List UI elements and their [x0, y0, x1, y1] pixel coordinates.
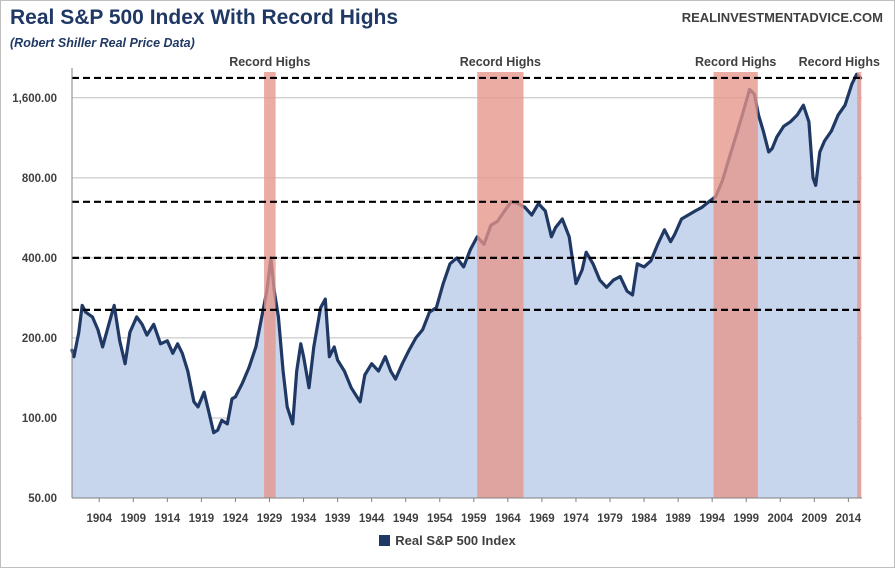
x-tick-label-10: 1954 — [427, 513, 453, 525]
x-tick-label-14: 1974 — [563, 513, 589, 525]
x-tick-label-20: 2004 — [767, 513, 793, 525]
y-tick-label-1: 100.00 — [22, 413, 57, 425]
x-tick-label-12: 1964 — [495, 513, 521, 525]
y-tick-label-4: 800.00 — [22, 173, 57, 185]
x-tick-label-6: 1934 — [291, 513, 317, 525]
record-high-label-3: Record Highs — [799, 55, 880, 69]
chart-title: Real S&P 500 Index With Record Highs — [10, 6, 399, 29]
x-tick-label-13: 1969 — [529, 513, 555, 525]
x-tick-label-22: 2014 — [836, 513, 862, 525]
record-high-label-0: Record Highs — [229, 55, 310, 69]
y-tick-label-5: 1,600.00 — [12, 93, 57, 105]
legend: Real S&P 500 Index — [0, 533, 895, 548]
x-tick-label-21: 2009 — [802, 513, 828, 525]
x-tick-label-7: 1939 — [325, 513, 351, 525]
record-high-label-2: Record Highs — [695, 55, 776, 69]
x-tick-label-15: 1979 — [597, 513, 623, 525]
x-tick-label-17: 1989 — [665, 513, 691, 525]
x-tick-label-11: 1959 — [461, 513, 487, 525]
source-label: REALINVESTMENTADVICE.COM — [681, 10, 883, 25]
x-tick-label-0: 1904 — [86, 513, 112, 525]
x-tick-label-4: 1924 — [223, 513, 249, 525]
x-tick-label-9: 1949 — [393, 513, 419, 525]
x-tick-label-2: 1914 — [155, 513, 181, 525]
chart-subtitle: (Robert Shiller Real Price Data) — [10, 36, 195, 50]
legend-label: Real S&P 500 Index — [395, 533, 516, 548]
x-tick-label-19: 1999 — [733, 513, 759, 525]
legend-swatch-icon — [379, 535, 391, 547]
x-tick-label-5: 1929 — [257, 513, 283, 525]
y-tick-label-2: 200.00 — [22, 333, 57, 345]
record-high-band-1 — [477, 72, 524, 498]
record-high-band-3 — [857, 72, 862, 498]
y-tick-label-3: 400.00 — [22, 253, 57, 265]
x-tick-label-18: 1994 — [699, 513, 725, 525]
record-high-band-0 — [264, 72, 276, 498]
x-tick-label-8: 1944 — [359, 513, 385, 525]
record-high-band-2 — [713, 72, 758, 498]
x-tick-label-3: 1919 — [189, 513, 215, 525]
y-tick-label-0: 50.00 — [28, 493, 57, 505]
x-tick-label-1: 1909 — [120, 513, 146, 525]
x-tick-label-16: 1984 — [631, 513, 657, 525]
record-high-label-1: Record Highs — [460, 55, 541, 69]
